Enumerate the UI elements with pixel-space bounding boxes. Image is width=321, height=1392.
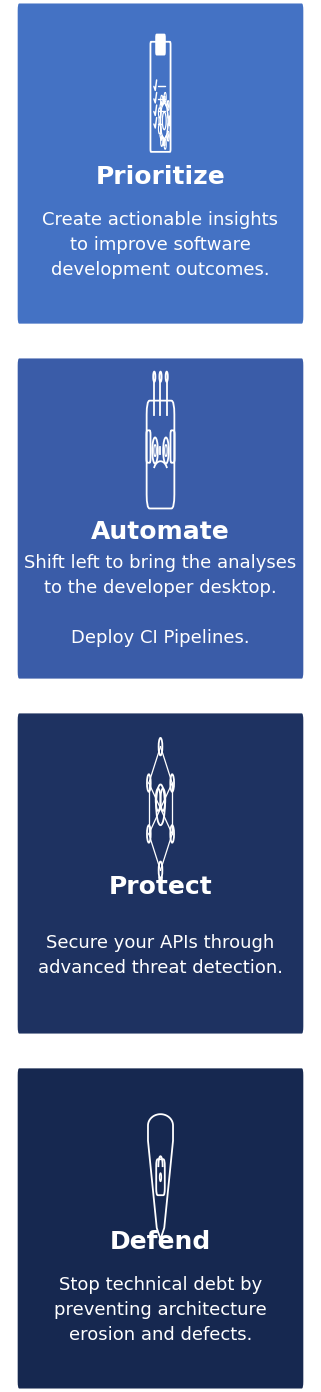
- FancyBboxPatch shape: [18, 1069, 303, 1388]
- FancyBboxPatch shape: [18, 4, 303, 324]
- Text: Protect: Protect: [108, 874, 213, 899]
- Text: Stop technical debt by
preventing architecture
erosion and defects.: Stop technical debt by preventing archit…: [54, 1276, 267, 1345]
- Text: Secure your APIs through
advanced threat detection.: Secure your APIs through advanced threat…: [38, 934, 283, 977]
- FancyBboxPatch shape: [18, 713, 303, 1033]
- Text: Prioritize: Prioritize: [96, 164, 225, 189]
- Text: Shift left to bring the analyses
to the developer desktop.

Deploy CI Pipelines.: Shift left to bring the analyses to the …: [24, 554, 297, 647]
- Text: Defend: Defend: [110, 1229, 211, 1254]
- FancyBboxPatch shape: [156, 35, 165, 54]
- Text: Automate: Automate: [91, 519, 230, 544]
- FancyBboxPatch shape: [18, 359, 303, 679]
- Text: Create actionable insights
to improve software
development outcomes.: Create actionable insights to improve so…: [42, 212, 279, 280]
